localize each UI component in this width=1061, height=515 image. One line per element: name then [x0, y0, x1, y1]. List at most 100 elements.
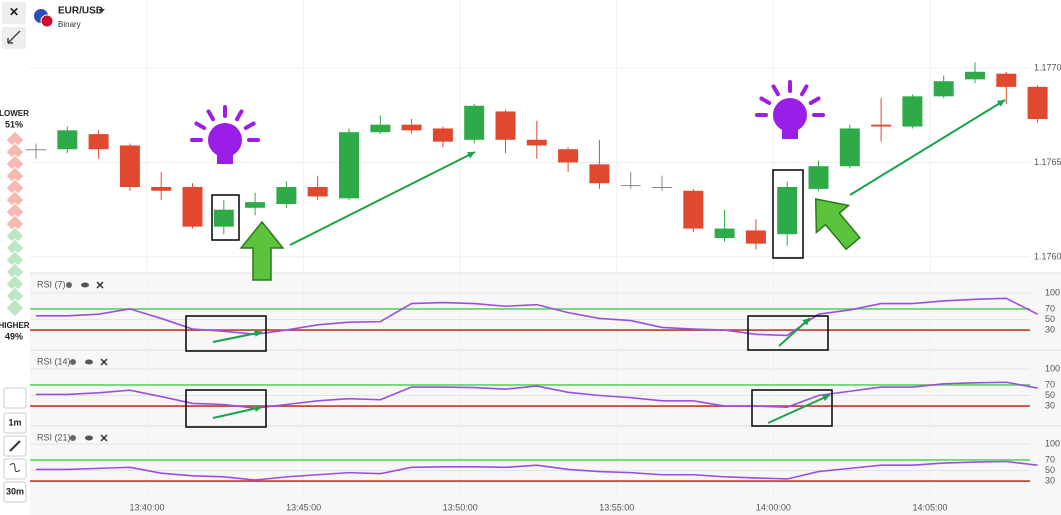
y-tick-label: 70	[1045, 454, 1055, 464]
indicator-name: RSI (14)	[37, 356, 71, 366]
y-tick-label: 1.1760	[1034, 251, 1061, 261]
lower-label: LOWER	[0, 109, 29, 118]
candle-body	[26, 149, 46, 151]
plot: 1.1770 1.1765 1.1760 13:40:00 13:45:00 13:50:…	[26, 0, 1061, 512]
trend-arrow	[767, 394, 831, 424]
lower-pct: 51%	[5, 119, 23, 129]
timeframe-label: 1m	[8, 417, 21, 427]
candle-body	[182, 187, 203, 227]
candle-body	[683, 190, 704, 229]
candle-body	[276, 187, 297, 204]
bulb-ray	[771, 84, 780, 97]
candle-body	[307, 187, 328, 197]
rsi-panel-bg	[30, 273, 1061, 350]
candle-body	[151, 187, 172, 191]
rsi-line	[36, 297, 1038, 337]
highlight-box	[211, 194, 240, 241]
x-tick-label: 13:50:00	[443, 502, 478, 512]
candle-body	[432, 128, 453, 142]
candle-body	[558, 149, 579, 163]
candle-body	[245, 202, 266, 208]
up-arrow	[239, 220, 285, 281]
y-tick-label: 50	[1045, 390, 1055, 400]
symbol[interactable]: EUR/USD	[58, 6, 103, 17]
settings-icon[interactable]	[70, 435, 76, 441]
flag-us	[40, 14, 54, 28]
chart-type-button[interactable]	[3, 387, 27, 409]
candle-body	[57, 130, 78, 150]
candle-body	[464, 105, 485, 140]
arrow-head	[822, 394, 830, 402]
candle-body	[620, 185, 641, 187]
x-tick-label: 13:55:00	[599, 502, 634, 512]
bulb	[208, 123, 242, 157]
candle-body	[902, 96, 923, 127]
trend-arrow	[849, 99, 1006, 196]
x-tick-label: 14:05:00	[912, 502, 947, 512]
y-tick-label: 100	[1045, 287, 1060, 297]
y-tick-label: 1.1765	[1034, 157, 1061, 167]
y-tick-label: 30	[1045, 324, 1055, 334]
arrow-head	[254, 330, 262, 337]
highlight-box	[185, 389, 267, 428]
candle-body	[745, 230, 766, 244]
period-button[interactable]	[3, 481, 27, 503]
candle-body	[88, 134, 109, 150]
bulb-base	[217, 154, 233, 164]
highlight-box	[185, 315, 267, 352]
period-label: 30m	[6, 486, 24, 496]
highlight-box	[747, 315, 829, 351]
close-icon: ✕	[9, 5, 19, 19]
diamond	[5, 298, 25, 318]
timeframe-button[interactable]	[3, 412, 27, 434]
arrow-head	[467, 152, 475, 159]
arrow-head	[997, 100, 1005, 107]
y-tick-label: 30	[1045, 475, 1055, 485]
trend-arrow	[212, 331, 263, 343]
settings-icon[interactable]	[66, 282, 72, 288]
remove-icon[interactable]	[100, 358, 108, 366]
candle-body	[933, 81, 954, 97]
settings-icon[interactable]	[70, 359, 76, 365]
remove-icon[interactable]	[96, 281, 104, 289]
arrow-head	[802, 318, 810, 326]
pencil-icon	[9, 440, 21, 452]
bulb-ray	[800, 84, 809, 97]
candle-body	[526, 139, 547, 146]
visibility-icon[interactable]	[81, 282, 89, 288]
sentiment-diamonds	[5, 130, 25, 318]
bulb-ray	[759, 96, 772, 105]
bulb-ray	[206, 109, 215, 122]
indicator-icon	[9, 463, 21, 473]
candle-body	[777, 187, 798, 235]
x-tick-label: 13:45:00	[286, 502, 321, 512]
x-tick-label: 13:40:00	[129, 502, 164, 512]
highlight-box	[751, 389, 833, 427]
rsi-line	[36, 381, 1038, 410]
close-button[interactable]	[2, 2, 26, 24]
candle-body	[370, 124, 391, 133]
y-tick-label: 70	[1045, 303, 1055, 313]
visibility-icon[interactable]	[85, 359, 93, 365]
candle-body	[808, 166, 829, 189]
y-tick-label: 100	[1045, 438, 1060, 448]
remove-icon[interactable]	[100, 434, 108, 442]
annotations	[185, 80, 1006, 428]
y-tick-label: 70	[1045, 379, 1055, 389]
higher-pct: 49%	[5, 331, 23, 341]
x-tick-label: 14:00:00	[756, 502, 791, 512]
y-tick-label: 50	[1045, 314, 1055, 324]
candle-body	[996, 73, 1017, 87]
visibility-icon[interactable]	[85, 435, 93, 441]
bulb-ray	[194, 121, 207, 130]
candle-body	[401, 124, 422, 131]
candle-body	[839, 128, 860, 167]
bulb-ray	[235, 109, 244, 122]
mode: Binary	[58, 20, 81, 29]
dropdown-caret[interactable]	[98, 9, 105, 13]
indicator-name: RSI (21)	[37, 432, 71, 442]
candle-body	[652, 187, 672, 188]
y-tick-label: 100	[1045, 363, 1060, 373]
candle-body	[119, 145, 140, 187]
